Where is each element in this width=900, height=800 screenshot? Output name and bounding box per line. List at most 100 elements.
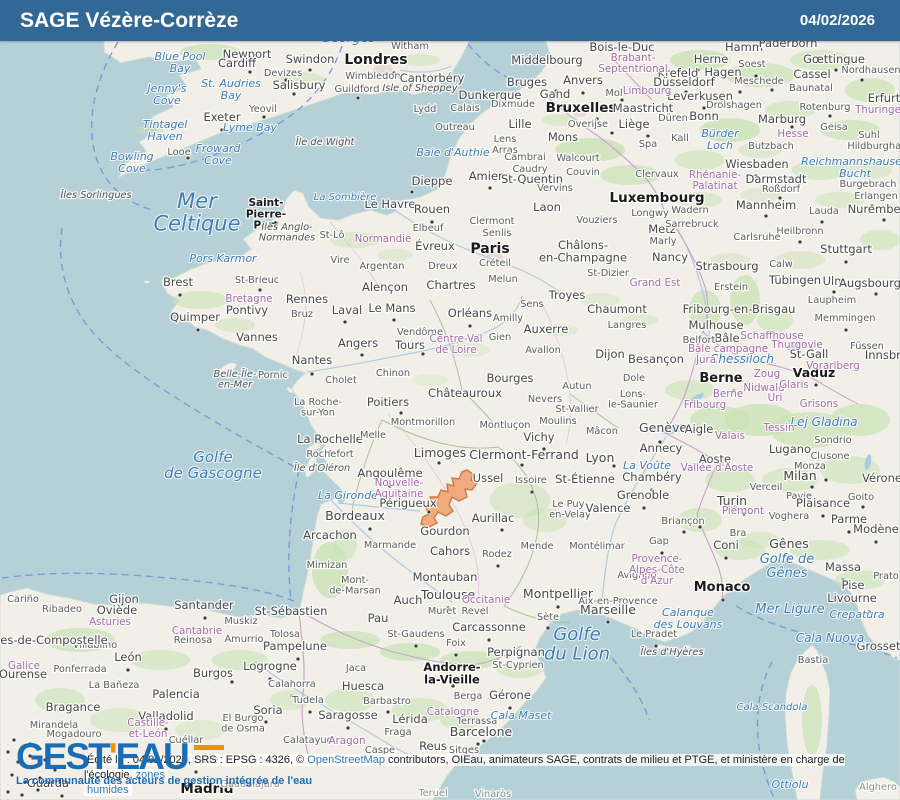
city-dot (869, 203, 875, 209)
map-label: Bürder Loch (701, 127, 740, 152)
city-dot (193, 769, 199, 775)
map-label: Nidwald (743, 382, 784, 394)
map-label: Montmorillon (391, 417, 455, 428)
map-label: Châteauroux (428, 386, 502, 400)
city-dot (695, 67, 701, 73)
map-label: Galice (8, 660, 40, 672)
map-label: Dunkerque (459, 88, 522, 102)
map-label: Zoug (754, 368, 780, 380)
map-label: Bra (730, 528, 747, 539)
map-label: Mer Celtique (153, 189, 240, 236)
lake-neuchatel (690, 392, 704, 404)
map-label: Darmstadt (746, 172, 807, 186)
city-dot (481, 738, 487, 744)
map-label: Moulins (539, 416, 576, 427)
city-dot (387, 483, 393, 489)
map-label: Bruz (291, 309, 313, 320)
map-label: Montluçon (479, 420, 530, 431)
map-label: Bowling Cove (110, 150, 153, 175)
map-label: Marburg (758, 112, 806, 126)
map-label: Cantabrie (172, 625, 222, 637)
zones-humides-link-wrap[interactable]: humides (87, 784, 129, 796)
city-dot (289, 693, 295, 699)
map-label: Jaca (345, 663, 366, 674)
city-dot (486, 637, 492, 643)
city-dot (398, 410, 404, 416)
city-dot (769, 87, 775, 93)
map-label: Golfe de Gascogne (164, 448, 262, 482)
map-label: Spa (639, 139, 657, 150)
city-dot (435, 85, 441, 91)
map-label: Barcelone (450, 724, 513, 739)
city-dot (516, 661, 522, 667)
map-label: Calahorra (268, 679, 316, 690)
map-label: Amurrio (224, 634, 263, 645)
map-label: Évreux (415, 238, 455, 253)
map-label: Pavie (786, 491, 812, 502)
map-label: Hamm (725, 40, 763, 54)
map-label: Angoulême (357, 466, 422, 480)
map-label: La Rochelle (297, 432, 363, 446)
map-label: Chaumont (587, 302, 647, 316)
map-label: Clermont-Ferrand (469, 447, 579, 462)
map-label: Coni (713, 538, 739, 552)
city-dot (519, 462, 525, 468)
map-label: Kall (671, 133, 689, 144)
city-dot (5, 749, 11, 755)
city-dot (719, 97, 725, 103)
city-dot (222, 788, 228, 794)
openstreetmap-link[interactable]: OpenStreetMap (307, 754, 385, 766)
map-label: Goito (848, 492, 874, 503)
map-label: Couvin (566, 167, 600, 178)
map-label: Reus (419, 739, 447, 753)
map-label: Cala Maset (491, 709, 552, 722)
sardinia-tip (854, 776, 900, 800)
map-label: Barbastro (363, 696, 411, 707)
map-label: Golfe du Lion (544, 624, 610, 664)
map-label: Catalogne (427, 706, 479, 718)
map-label: Santander (174, 598, 234, 612)
city-dot (307, 67, 313, 73)
city-dot (859, 77, 865, 83)
map-label: Laon (533, 200, 561, 214)
city-dot (701, 105, 707, 111)
map-label: La Sombière (314, 191, 377, 203)
map-label: Asturies (89, 616, 131, 628)
map-label: Châlons-en-Champagne (539, 238, 627, 264)
city-dot (309, 371, 315, 377)
logo-dash-icon (193, 745, 224, 750)
map-label: Muret (428, 606, 457, 617)
city-dot (765, 187, 771, 193)
city-dot (657, 439, 663, 445)
map-label: Andorre-la-Vieille (423, 660, 480, 686)
map-label: Gien (489, 332, 512, 343)
zones-humides-link[interactable]: zones (135, 769, 165, 781)
map-label: Thuringe (854, 104, 900, 116)
map-label: La Bañeza (89, 680, 140, 691)
city-dot (295, 656, 301, 662)
city-dot (469, 745, 475, 751)
map-label: Livourne (827, 591, 877, 605)
city-dot (753, 173, 759, 179)
map-label: Tessin (763, 422, 795, 434)
city-dot (442, 177, 448, 183)
maritime-boundaries (1, 41, 898, 800)
map-label: Tintagel Haven (143, 118, 188, 143)
gesteau-logo[interactable]: GEST ' EAU La communauté des acteurs de ge… (16, 738, 312, 787)
map-label: St-Étienne (555, 471, 615, 486)
city-dot (9, 772, 15, 778)
map-label: Dole (623, 373, 645, 384)
map-label: Perpignan (487, 645, 545, 659)
map-label: Chambéry (622, 470, 682, 484)
city-dot (345, 725, 351, 731)
map-label: Alghero (859, 782, 897, 793)
city-dot (429, 219, 435, 225)
city-dot (843, 327, 849, 333)
map-label: Gérone (489, 688, 531, 702)
sage-perimeter-polygon[interactable] (420, 469, 478, 528)
map-label: Périgueux (379, 496, 436, 510)
map-label: Marly (649, 236, 676, 247)
map-label: Prato (873, 571, 899, 582)
sage-perimeter-layer[interactable] (420, 469, 478, 528)
